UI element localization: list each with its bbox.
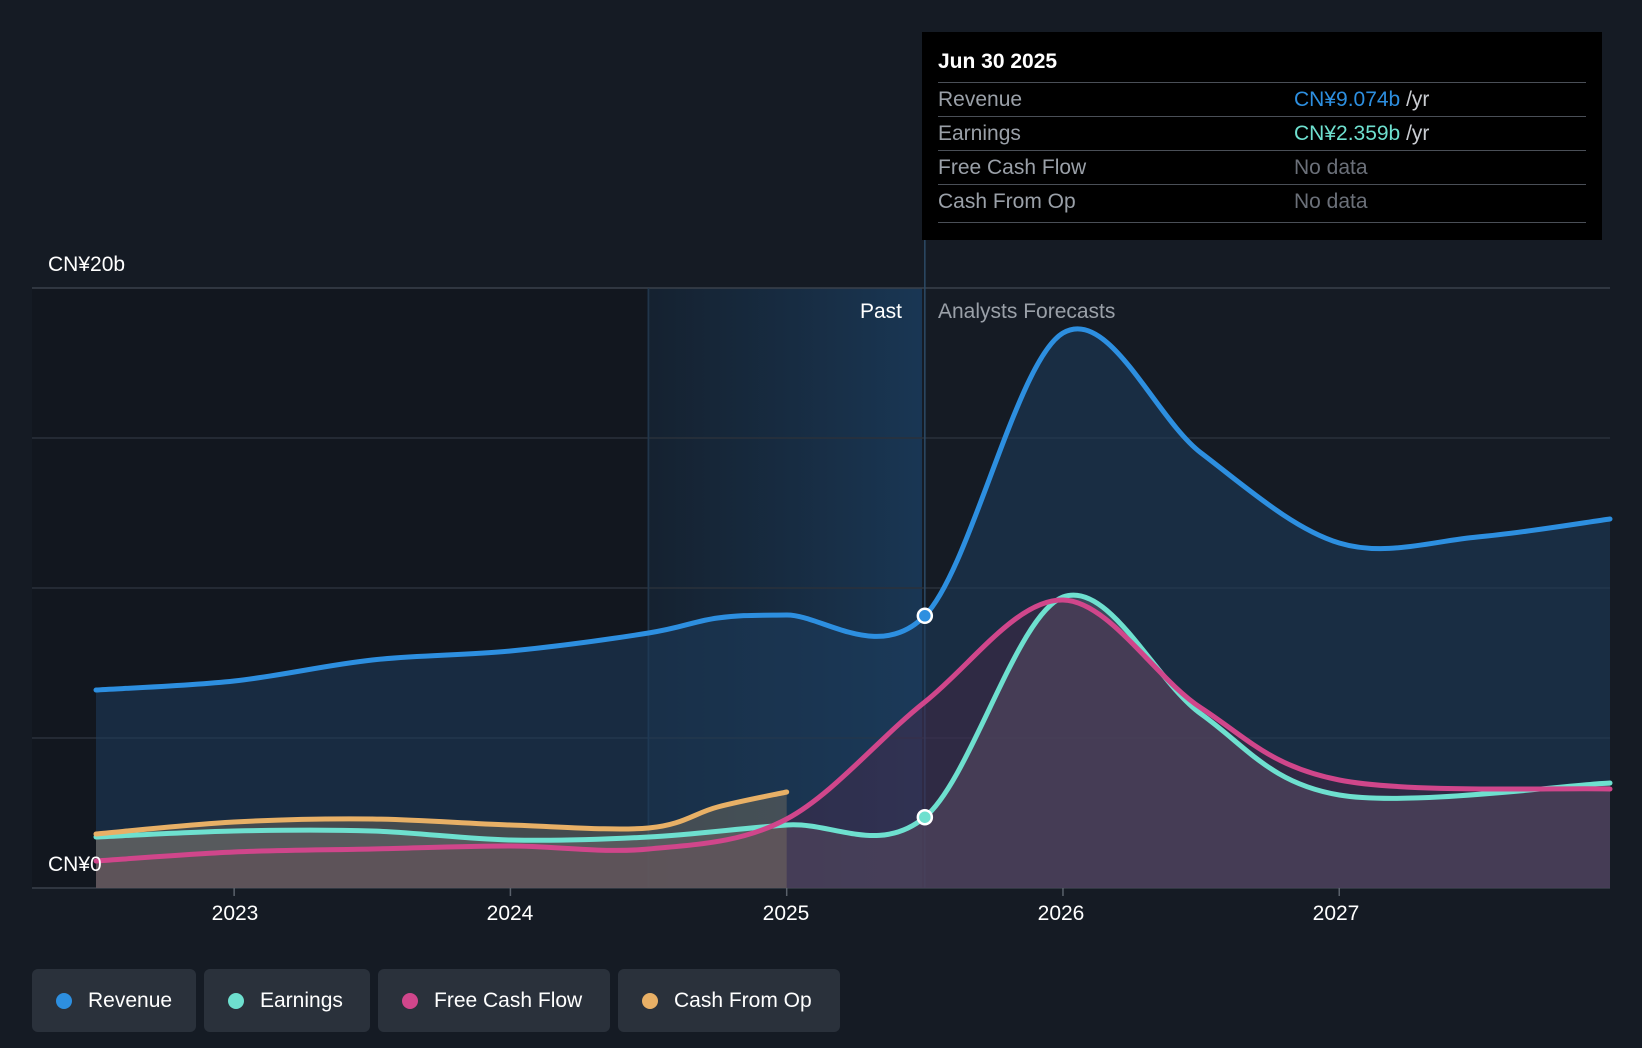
legend-label: Earnings bbox=[260, 988, 343, 1012]
marker-earnings bbox=[916, 808, 934, 826]
past-label: Past bbox=[860, 300, 903, 323]
x-tick-label-2024: 2024 bbox=[486, 902, 534, 925]
legend-dot-icon bbox=[642, 992, 658, 1009]
area-earnings bbox=[96, 595, 1610, 888]
legend-label: Free Cash Flow bbox=[434, 988, 583, 1012]
series-line-earnings bbox=[93, 592, 1613, 843]
tooltip-date: Jun 30 2025 bbox=[938, 50, 1058, 73]
unit-label: /yr bbox=[1406, 88, 1430, 111]
tooltip-label: Revenue bbox=[938, 88, 1023, 111]
tooltip: Jun 30 2025 Revenue CN¥9.074b /yr Earnin… bbox=[922, 32, 1602, 240]
tooltip-row-fcf: Free Cash Flow No data bbox=[938, 150, 1586, 185]
tooltip-row-revenue: Revenue CN¥9.074b /yr bbox=[938, 82, 1586, 117]
legend-earnings[interactable]: Earnings bbox=[204, 969, 370, 1032]
legend-dot-icon bbox=[402, 992, 418, 1009]
tooltip-label: Free Cash Flow bbox=[938, 156, 1087, 179]
forecast-label: Analysts Forecasts bbox=[938, 300, 1116, 323]
legend-label: Cash From Op bbox=[674, 988, 812, 1012]
x-tick-label-2025: 2025 bbox=[762, 902, 810, 925]
series-line-free-cash-flow bbox=[93, 597, 1613, 864]
legend-free-cash-flow[interactable]: Free Cash Flow bbox=[378, 969, 610, 1032]
y-tick-label-top: CN¥20b bbox=[48, 253, 126, 276]
series-line-cash-from-op bbox=[93, 789, 790, 837]
legend-revenue[interactable]: Revenue bbox=[32, 969, 196, 1032]
tooltip-row-cfo: Cash From Op No data bbox=[938, 184, 1586, 219]
tooltip-label: Cash From Op bbox=[938, 190, 1076, 213]
tooltip-divider bbox=[938, 222, 1586, 223]
legend-label: Revenue bbox=[88, 988, 173, 1012]
series-line-revenue bbox=[93, 326, 1613, 693]
unit-label: /yr bbox=[1406, 122, 1430, 145]
marker-revenue bbox=[916, 607, 934, 625]
legend-dot-icon bbox=[228, 992, 244, 1009]
area-cash-from-op bbox=[96, 792, 787, 888]
area-free-cash-flow bbox=[96, 599, 1610, 888]
x-tick-label-2023: 2023 bbox=[211, 902, 259, 925]
tooltip-value: No data bbox=[1294, 190, 1368, 213]
tooltip-row-earnings: Earnings CN¥2.359b /yr bbox=[938, 116, 1586, 151]
legend-cash-from-op[interactable]: Cash From Op bbox=[618, 969, 840, 1032]
tooltip-value: No data bbox=[1294, 156, 1368, 179]
earnings-value: CN¥2.359b bbox=[1294, 122, 1401, 145]
x-tick-label-2027: 2027 bbox=[1312, 902, 1360, 925]
tooltip-value: CN¥2.359b /yr bbox=[1294, 122, 1429, 146]
tooltip-label: Earnings bbox=[938, 122, 1021, 145]
y-tick-label-bottom: CN¥0 bbox=[48, 853, 102, 876]
tooltip-value: CN¥9.074b /yr bbox=[1294, 88, 1429, 112]
legend-dot-icon bbox=[56, 992, 72, 1009]
revenue-value: CN¥9.074b bbox=[1294, 88, 1401, 111]
x-tick-label-2026: 2026 bbox=[1037, 902, 1085, 925]
